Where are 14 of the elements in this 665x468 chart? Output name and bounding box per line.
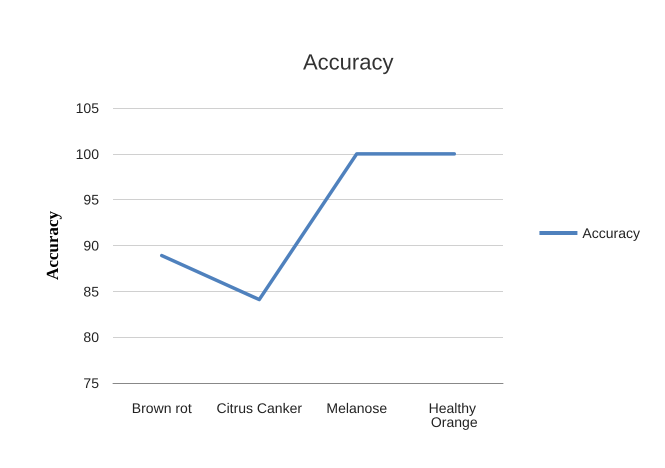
- legend-label: Accuracy: [582, 225, 640, 241]
- y-axis-title: Accuracy: [43, 210, 62, 280]
- y-tick-label: 95: [83, 192, 100, 208]
- y-tick-label: 100: [76, 146, 100, 162]
- x-tick-label: Healthy Orange: [428, 400, 480, 430]
- x-tick-label: Citrus Canker: [216, 400, 302, 416]
- y-tick-label: 80: [83, 329, 100, 346]
- y-tick-label: 90: [83, 238, 100, 254]
- y-tick-label: 85: [83, 283, 100, 300]
- chart-title: Accuracy: [303, 50, 394, 74]
- x-tick-label: Melanose: [326, 400, 388, 416]
- y-tick-label: 105: [76, 100, 100, 116]
- x-tick-label: Brown rot: [132, 400, 192, 416]
- y-tick-label: 75: [83, 375, 100, 391]
